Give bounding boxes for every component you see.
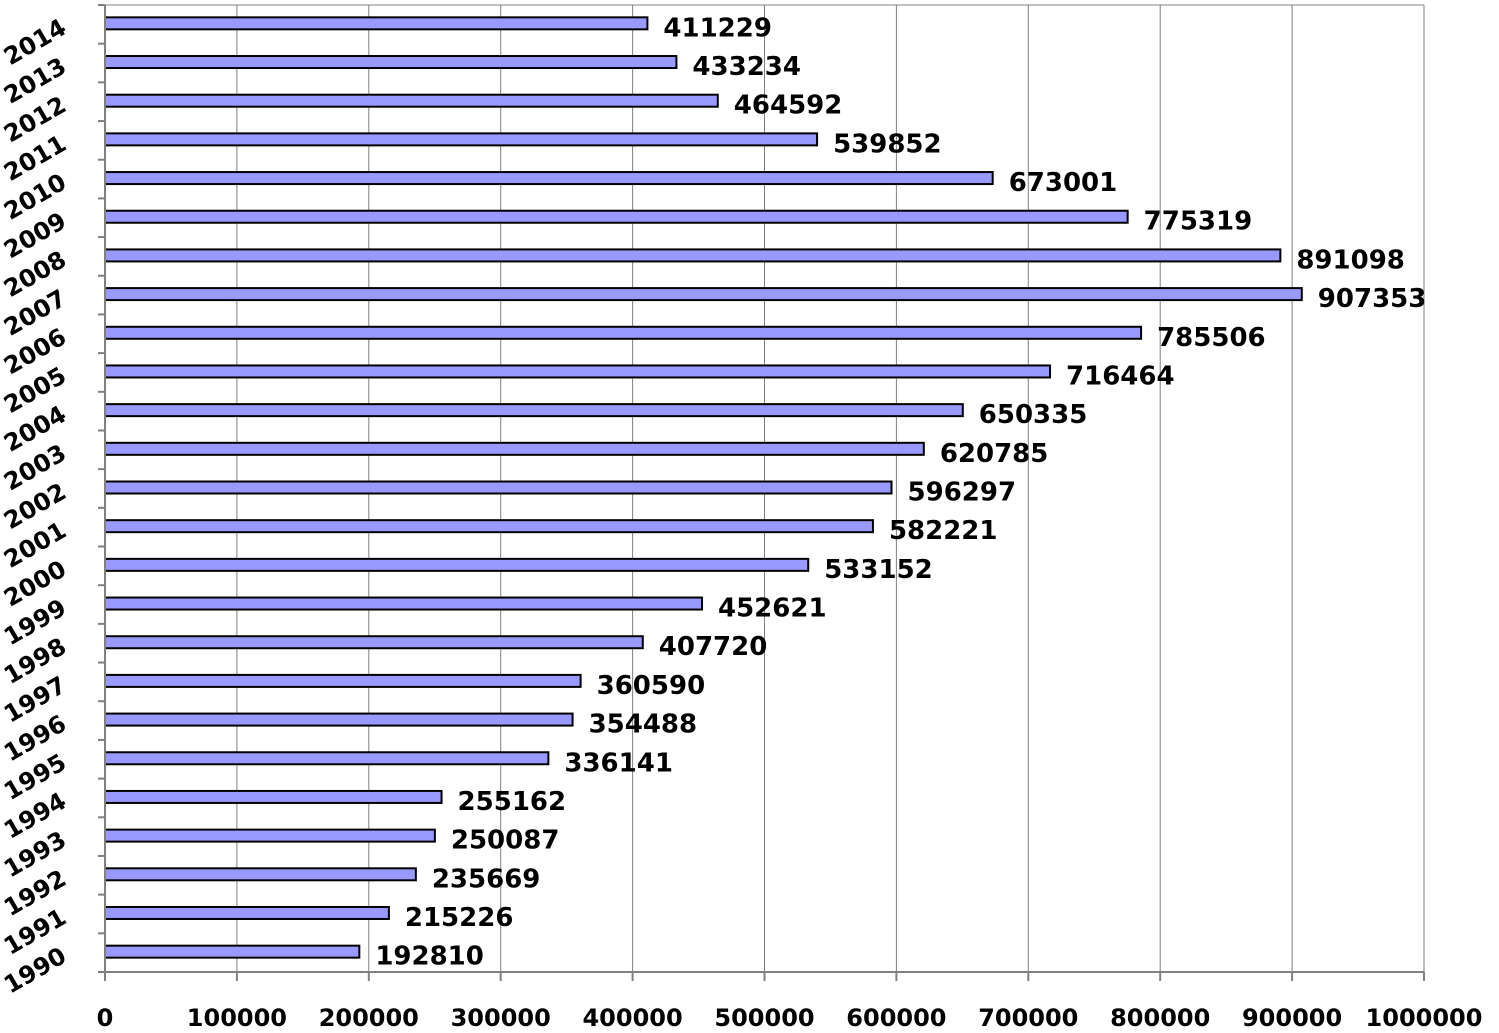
data-label-2000: 533152 [824,555,933,585]
x-tick-label: 200000 [319,1004,419,1032]
data-label-1993: 250087 [451,826,560,856]
bar-1990 [104,944,361,959]
data-label-1990: 192810 [375,942,484,972]
data-label-2007: 907353 [1318,284,1427,314]
x-tick-label: 300000 [451,1004,551,1032]
data-label-2010: 673001 [1009,168,1118,198]
data-label-2014: 411229 [663,13,772,43]
bar-1992 [104,867,417,882]
x-tick-label: 400000 [582,1004,682,1032]
data-label-2002: 596297 [908,478,1017,508]
data-label-1999: 452621 [718,594,827,624]
x-tick-label: 700000 [978,1004,1078,1032]
bar-2001 [104,519,874,534]
bar-1998 [104,635,644,650]
data-label-1997: 360590 [597,671,706,701]
x-tick-label: 900000 [1242,1004,1342,1032]
data-label-1991: 215226 [405,903,514,933]
data-label-2008: 891098 [1296,245,1405,275]
bar-1995 [104,751,550,766]
x-axis-tick-labels: 0 100000 200000 300000 400000 500000 600000 700… [97,1004,1483,1032]
data-label-2001: 582221 [889,516,998,546]
bar-1994 [104,789,443,804]
bar-2004 [104,403,964,418]
data-label-1995: 336141 [564,748,673,778]
x-tick-label: 100000 [187,1004,287,1032]
bar-1993 [104,828,436,843]
bar-2013 [104,55,678,70]
data-labels: 192810 215226 235669 250087 255162 336141 3544… [375,13,1426,971]
bar-2003 [104,441,925,456]
bar-2011 [104,132,819,147]
data-label-1998: 407720 [659,632,768,662]
data-label-2006: 785506 [1157,323,1266,353]
data-label-2012: 464592 [734,91,843,121]
data-label-2003: 620785 [940,439,1049,469]
data-label-2005: 716464 [1066,361,1175,391]
bar-2000 [104,557,810,572]
x-tick-label: 500000 [714,1004,814,1032]
bars [104,16,1303,959]
bar-2014 [104,16,649,31]
data-label-1996: 354488 [589,710,698,740]
data-label-2009: 775319 [1144,207,1253,237]
bar-2008 [104,248,1282,263]
bar-2012 [104,93,719,108]
axes [98,4,1425,981]
data-label-1994: 255162 [458,787,567,817]
x-tick-label: 0 [97,1004,114,1032]
data-label-2013: 433234 [692,52,801,82]
bar-2009 [104,209,1129,224]
x-tick-label: 800000 [1110,1004,1210,1032]
bar-1997 [104,673,582,688]
y-axis-tick-labels: 1990199119921993199419951996199719981999… [0,13,71,999]
bar-2010 [104,171,994,186]
data-label-1992: 235669 [432,864,541,894]
bar-2007 [104,287,1303,302]
bar-2006 [104,325,1143,340]
bar-2005 [104,364,1052,379]
bar-1999 [104,596,704,611]
data-label-2004: 650335 [979,400,1088,430]
bar-2002 [104,480,893,495]
x-tick-label: 1000000 [1366,1004,1483,1032]
bar-1996 [104,712,574,727]
bar-1991 [104,905,390,920]
data-label-2011: 539852 [833,129,942,159]
x-tick-label: 600000 [846,1004,946,1032]
